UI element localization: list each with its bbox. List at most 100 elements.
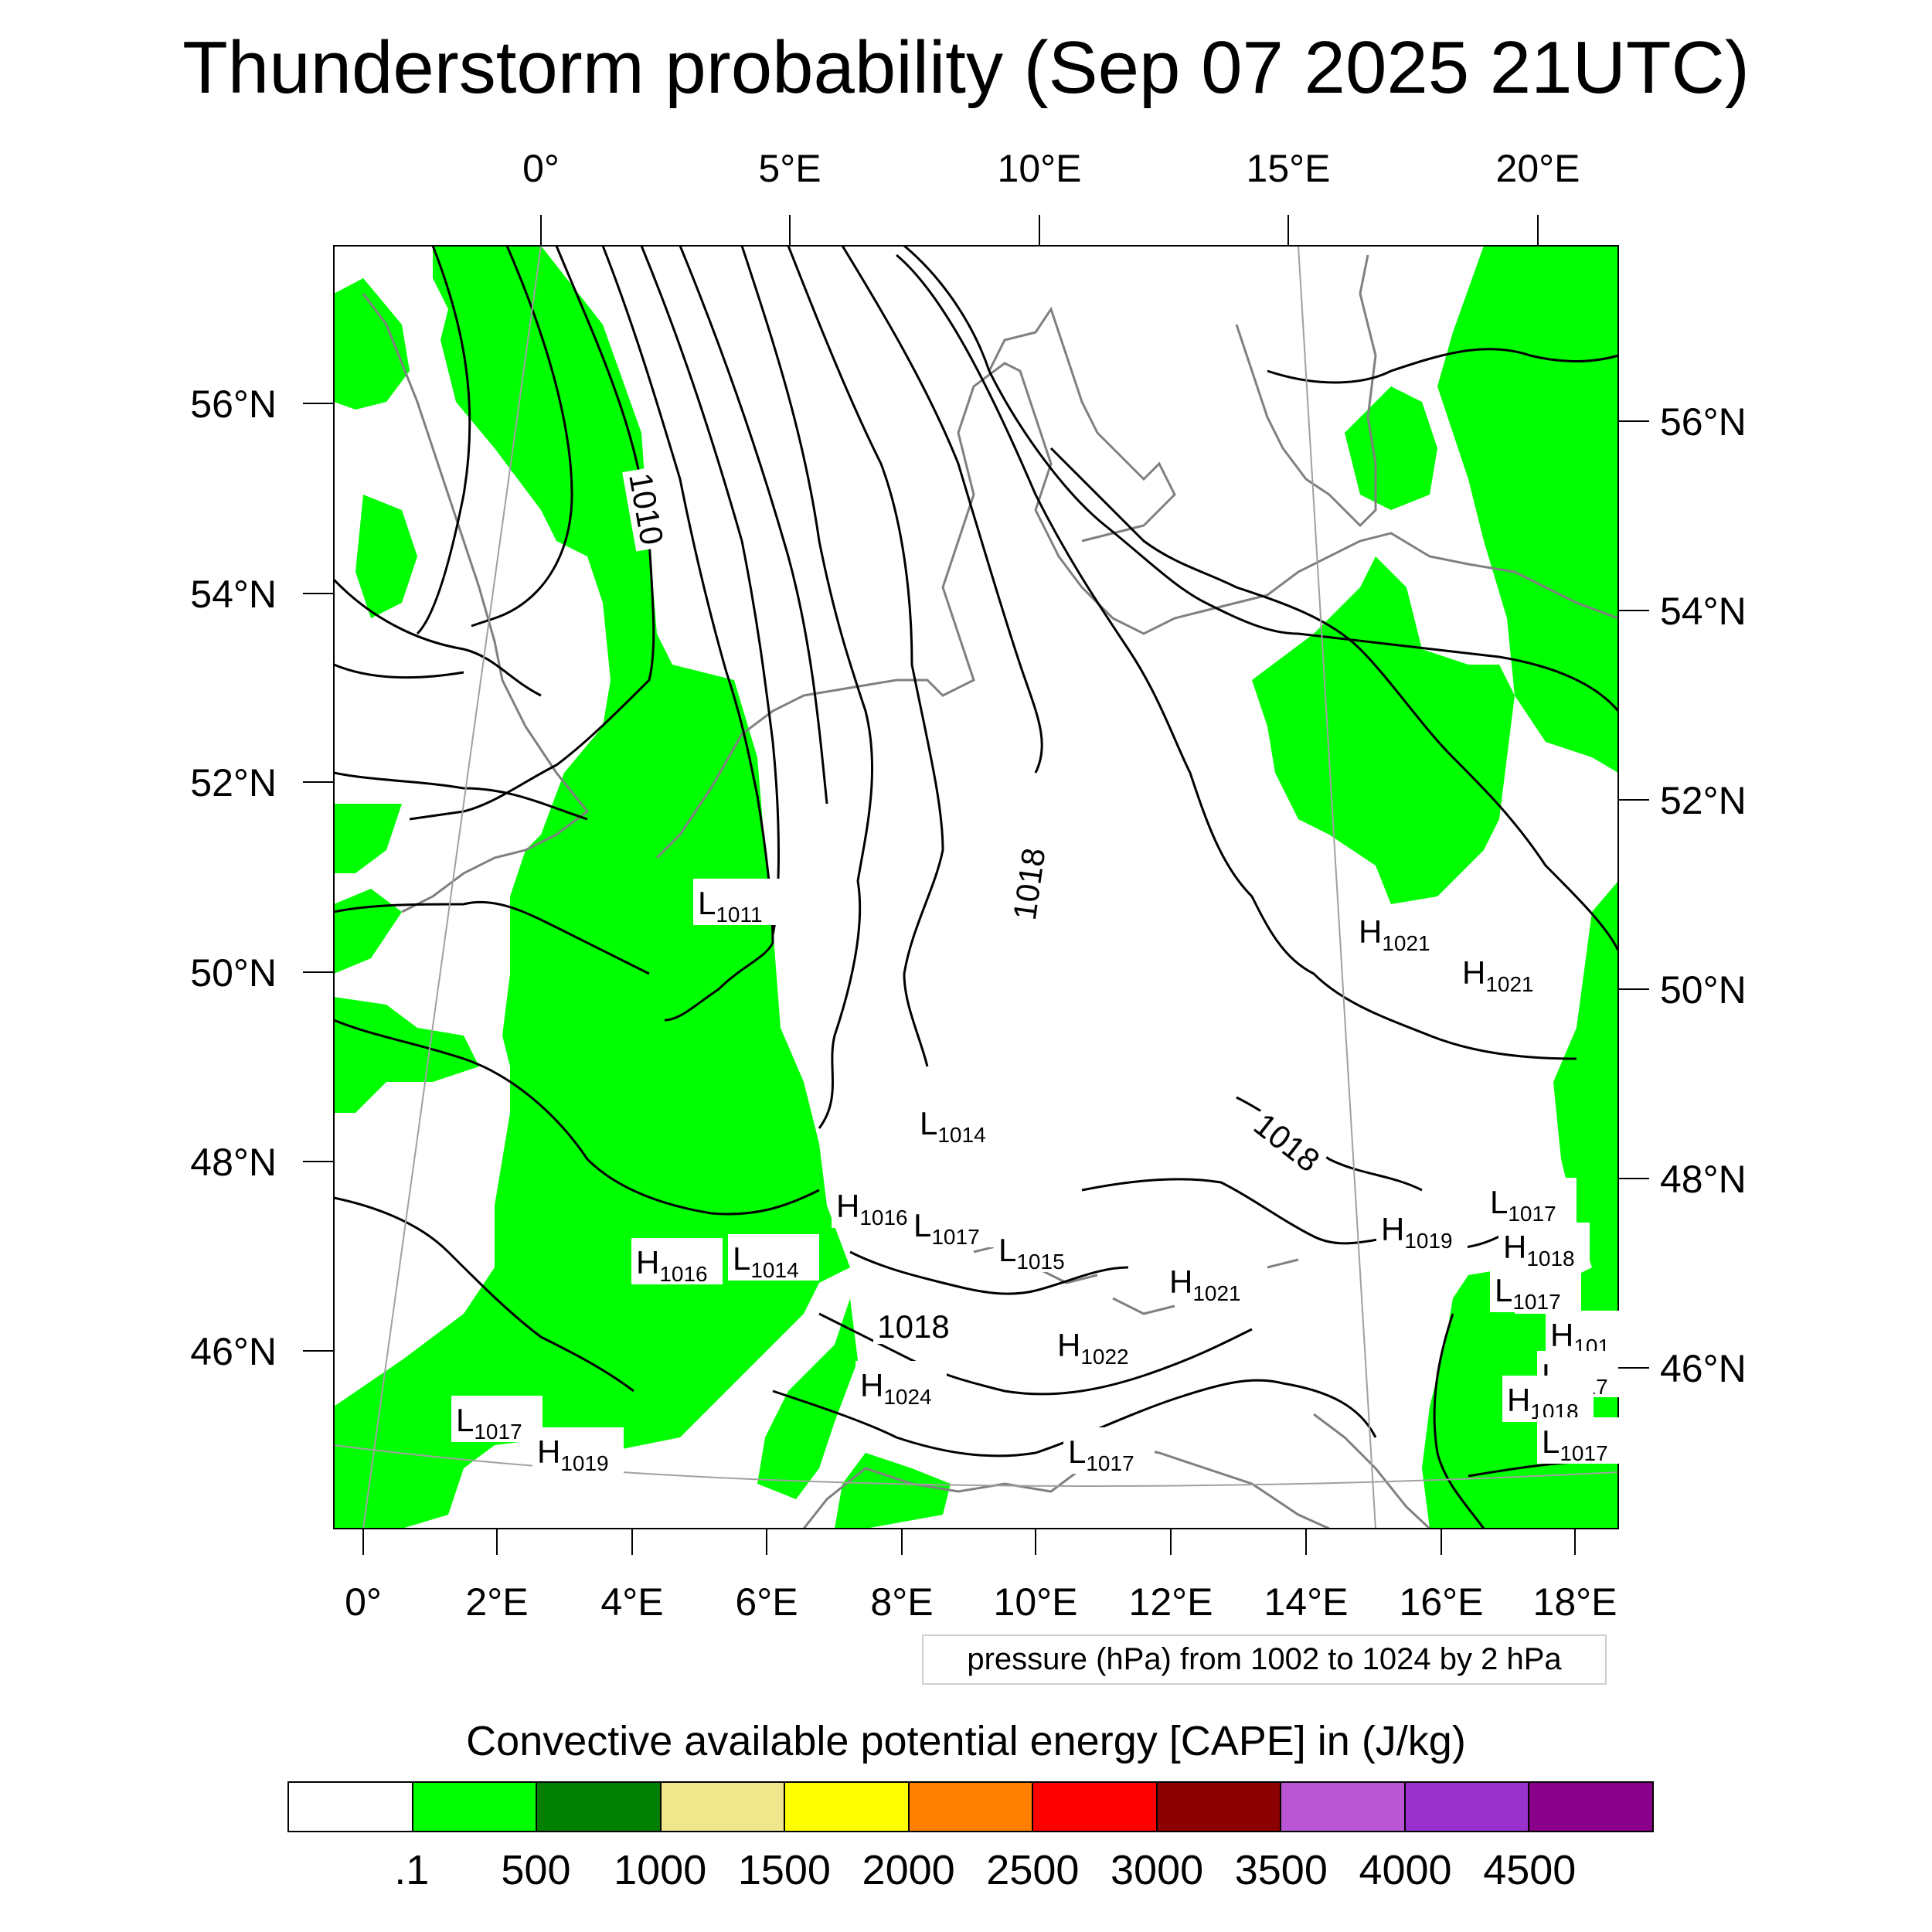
bottom-lon-label: 2°E <box>465 1580 528 1624</box>
colorbar-label: 2500 <box>986 1847 1080 1893</box>
cape-area-baltic-poland <box>1252 556 1515 904</box>
top-lon-label: 5°E <box>758 147 821 190</box>
isobar <box>1433 1313 1485 1529</box>
isobar <box>679 246 828 804</box>
bottom-lon-label: 4°E <box>600 1580 663 1624</box>
isobar <box>841 246 1043 774</box>
high-pressure-label: H1016 <box>631 1238 723 1286</box>
cape-area-po <box>835 1453 951 1529</box>
low-pressure-label: L1017 <box>1490 1266 1581 1314</box>
bottom-lon-label: 12°E <box>1129 1580 1213 1624</box>
top-lon-label: 0° <box>522 147 560 190</box>
isobar <box>334 578 542 697</box>
colorbar-box <box>1529 1783 1653 1831</box>
svg-text:1018: 1018 <box>877 1308 949 1345</box>
high-pressure-label: H1018 <box>1498 1223 1590 1270</box>
svg-text:H1024: H1024 <box>860 1367 932 1409</box>
isobar <box>471 246 573 628</box>
cape-area-western <box>334 246 850 1529</box>
low-pressure-label: L1017 <box>909 1201 1000 1249</box>
map-field <box>334 246 1618 1529</box>
coastline-britain <box>362 293 590 913</box>
top-lon-label: 15°E <box>1247 147 1331 190</box>
coastline-denmark <box>988 306 1176 543</box>
contour-info-box: pressure (hPa) from 1002 to 1024 by 2 hP… <box>922 1634 1607 1685</box>
cape-area-france-west <box>334 804 402 873</box>
low-pressure-label: L1017 <box>1063 1427 1155 1475</box>
cape-area-northeast <box>1437 246 1618 773</box>
colorbar-labels: .1 500 1000 1500 2000 2500 3000 3500 4000 4500 <box>0 1843 1932 1897</box>
colorbar-box <box>1281 1783 1406 1831</box>
low-pressure-label: L1017 <box>451 1396 543 1444</box>
isobar <box>1267 348 1618 384</box>
figure-title: Thunderstorm probability (Sep 07 2025 21… <box>182 26 1750 109</box>
low-pressure-label: L1014 <box>915 1099 1006 1147</box>
isobar <box>601 246 774 1022</box>
isobar <box>334 1019 820 1216</box>
left-lat-label: 48°N <box>190 1141 277 1184</box>
colorbar <box>287 1781 1654 1832</box>
bottom-lon-axis: 0° 2°E 4°E 6°E 8°E 10°E 12°E 14°E 16°E 18°E <box>345 1529 1617 1624</box>
colorbar-label: 1000 <box>614 1847 707 1893</box>
contour-value-label: 1018 <box>873 1308 954 1345</box>
colorbar-label: 2000 <box>862 1847 955 1893</box>
low-pressure-label: L1014 <box>728 1234 819 1282</box>
bottom-lon-label: 6°E <box>735 1580 798 1624</box>
cape-area-channel <box>334 997 479 1113</box>
isobar <box>1049 447 1618 951</box>
colorbar-label: 3500 <box>1234 1847 1328 1893</box>
bottom-lon-label: 18°E <box>1533 1580 1617 1624</box>
left-lat-label: 54°N <box>190 573 277 616</box>
high-pressure-label: H1021 <box>1458 948 1549 996</box>
cape-area-scotland-north <box>334 278 410 410</box>
left-lat-label: 56°N <box>190 383 277 426</box>
colorbar-label: 1500 <box>737 1847 831 1893</box>
bottom-lon-label: 8°E <box>870 1580 933 1624</box>
colorbar-title: Convective available potential energy [C… <box>466 1718 1466 1764</box>
right-lat-label: 48°N <box>1660 1158 1747 1201</box>
svg-text:L1017: L1017 <box>1495 1272 1561 1314</box>
coastline-sweden <box>1235 254 1377 528</box>
low-pressure-label: L1011 <box>693 879 784 927</box>
high-pressure-label: H1018 <box>1502 1376 1594 1423</box>
colorbar-label: .1 <box>394 1847 430 1893</box>
isobar <box>334 771 588 821</box>
bottom-lon-label: 0° <box>345 1580 382 1624</box>
isobar <box>1298 632 1618 712</box>
high-pressure-label: H1022 <box>1053 1321 1144 1369</box>
high-pressure-label: H1021 <box>1354 907 1445 955</box>
isobar <box>409 246 655 821</box>
high-pressure-label: H1016 <box>832 1182 923 1230</box>
isobar <box>818 1312 1253 1396</box>
isobar-1018 <box>896 253 1577 1060</box>
colorbar-label: 3000 <box>1111 1847 1204 1893</box>
colorbar-label: 4500 <box>1483 1847 1577 1893</box>
colorbar-box <box>1405 1783 1530 1831</box>
low-pressure-label: L1015 <box>994 1226 1085 1274</box>
isobar <box>787 246 944 1067</box>
colorbar-box <box>413 1783 538 1831</box>
coastline-mediterranean <box>802 1444 1330 1529</box>
isobar <box>849 1250 1129 1295</box>
cape-areas <box>334 246 1618 1529</box>
low-pressure-label: L1017 <box>1537 1417 1628 1465</box>
colorbar-box <box>1033 1783 1158 1831</box>
bottom-lon-label: 10°E <box>994 1580 1078 1624</box>
map-frame <box>333 245 1619 1529</box>
right-lat-label: 56°N <box>1660 400 1747 444</box>
colorbar-box <box>289 1783 413 1831</box>
isobar <box>640 246 780 936</box>
right-lat-axis: 56°N 54°N 52°N 50°N 48°N 46°N <box>1618 400 1747 1390</box>
colorbar-box <box>537 1783 662 1831</box>
right-lat-label: 46°N <box>1660 1347 1747 1390</box>
coastline-continent-north <box>655 362 1618 859</box>
isobar <box>334 1196 634 1393</box>
top-lon-axis: 0° 5°E 10°E 15°E 20°E <box>522 147 1580 246</box>
right-lat-label: 54°N <box>1660 590 1747 633</box>
top-lon-label: 10°E <box>998 147 1082 190</box>
coastline-adriatic <box>1313 1413 1431 1529</box>
isobars <box>334 246 1618 1529</box>
isobar <box>903 246 1299 635</box>
